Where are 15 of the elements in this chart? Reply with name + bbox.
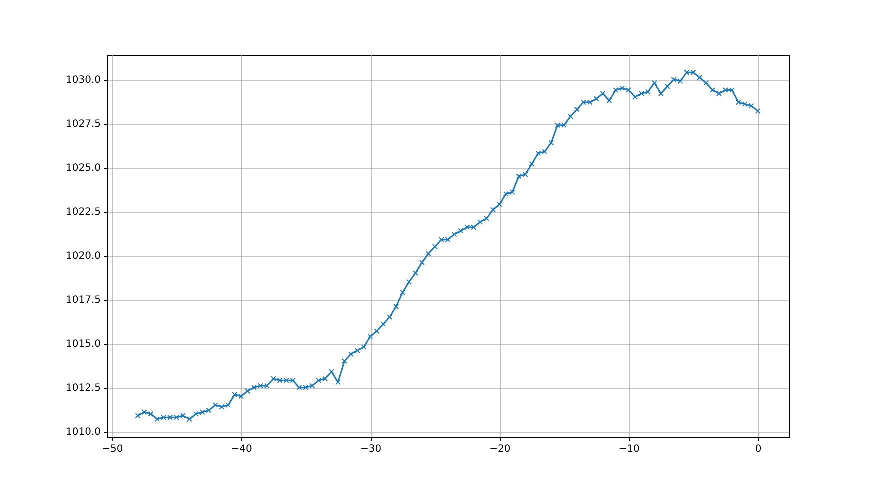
x-tick-label: −20 xyxy=(490,444,511,455)
y-tick-label: 1010.0 xyxy=(66,427,101,438)
x-tick-label: −10 xyxy=(618,444,640,455)
y-tick-label: 1027.5 xyxy=(66,119,101,130)
x-tick-label: −30 xyxy=(360,444,382,455)
x-tick-label: −40 xyxy=(231,444,252,455)
y-tick-label: 1020.0 xyxy=(66,251,101,262)
x-tick-label: −50 xyxy=(102,444,124,455)
y-tick-label: 1025.0 xyxy=(66,163,101,174)
x-tick-label: 0 xyxy=(755,444,762,455)
y-tick-label: 1015.0 xyxy=(66,339,101,350)
y-tick-label: 1030.0 xyxy=(66,75,101,86)
y-tick-label: 1022.5 xyxy=(66,207,101,218)
y-tick-label: 1012.5 xyxy=(66,383,101,394)
y-tick-label: 1017.5 xyxy=(66,295,101,306)
